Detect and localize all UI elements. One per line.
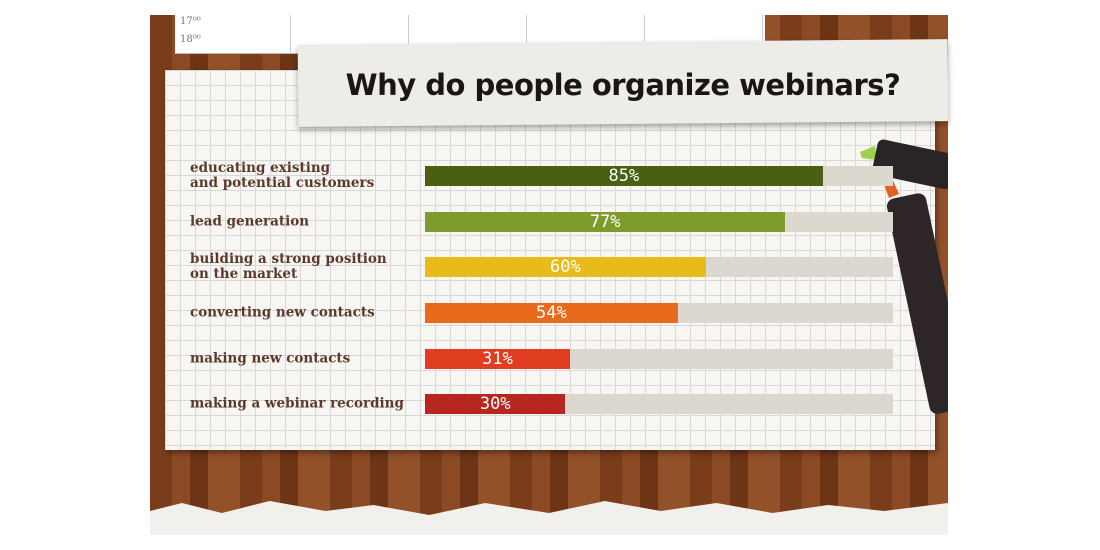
bar	[425, 394, 566, 414]
calendar-time: 17⁰⁰	[180, 16, 201, 27]
category-label: making new contacts	[190, 350, 351, 367]
markers	[860, 139, 948, 414]
category-label: converting new contacts	[190, 304, 375, 321]
calendar-time: 18⁰⁰	[180, 34, 201, 45]
bar	[425, 212, 786, 232]
value-label: 31%	[482, 349, 513, 369]
chart-title: Why do people organize webinars?	[345, 68, 901, 102]
value-label: 77%	[589, 212, 621, 232]
category-label: building a strong position on the market	[190, 251, 387, 282]
value-label: 30%	[479, 394, 511, 414]
category-label: lead generation	[190, 213, 310, 230]
bar	[425, 349, 571, 369]
bar	[425, 257, 706, 277]
bar	[425, 166, 823, 186]
category-label: making a webinar recording	[190, 395, 404, 412]
value-label: 60%	[550, 257, 581, 277]
category-label: educating existing and potential custome…	[190, 160, 375, 191]
value-label: 54%	[536, 303, 567, 323]
bar	[425, 303, 678, 323]
value-label: 85%	[608, 166, 640, 186]
